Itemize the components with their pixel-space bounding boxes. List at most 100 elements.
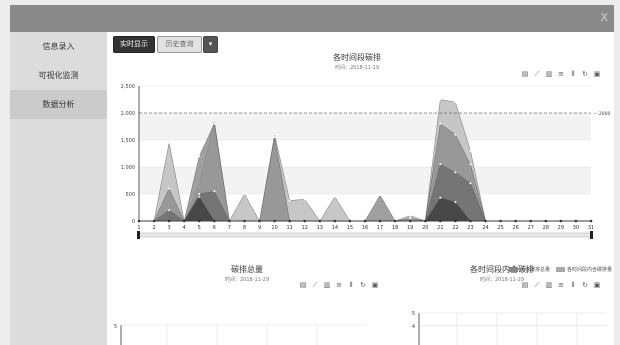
y-tick-label: 2,000 [121, 111, 135, 117]
save-image-icon[interactable]: ▣ [371, 281, 379, 289]
line-icon[interactable]: ⟋ [534, 70, 540, 78]
zoom-slider-handle-right[interactable] [590, 231, 593, 239]
sidebar-item-label: 信息录入 [42, 42, 75, 51]
x-tick-label: 31 [588, 225, 594, 231]
baseline-point [258, 219, 261, 223]
x-tick-label: 23 [467, 225, 473, 231]
stack-icon[interactable]: ≡ [336, 281, 342, 289]
close-icon[interactable]: X [600, 11, 608, 24]
restore-icon[interactable]: ↻ [582, 281, 588, 289]
x-tick-label: 27 [528, 225, 534, 231]
baseline-point [182, 219, 186, 223]
baseline-point [228, 219, 231, 223]
embedded-bar-chart: 45 [412, 311, 607, 345]
sidebar-item-label: 可视化监测 [38, 71, 79, 80]
restore-icon[interactable]: ↻ [360, 281, 366, 289]
data-point [454, 201, 457, 204]
data-point [168, 187, 171, 190]
window-titlebar: X [10, 5, 614, 32]
x-tick-label: 5 [198, 225, 201, 231]
data-view-icon[interactable]: ▤ [299, 281, 307, 289]
stack-icon[interactable]: ≡ [558, 70, 564, 78]
baseline-point [363, 219, 367, 223]
baseline-point [469, 219, 472, 223]
baseline-point [288, 219, 291, 223]
legend-item[interactable]: 各时间段内含碳排量 [555, 266, 612, 273]
sidebar-item-label: 数据分析 [42, 100, 75, 109]
y-tick-label: 500 [125, 192, 135, 198]
line-icon[interactable]: ⟋ [534, 281, 540, 289]
dropdown-button[interactable]: ▾ [203, 36, 218, 53]
baseline-point [378, 219, 382, 223]
y-tick-label: 1,500 [121, 138, 135, 144]
sidebar-item-info-entry[interactable]: 信息录入 [10, 32, 107, 61]
zoom-slider-track [138, 232, 592, 238]
x-tick-label: 26 [512, 225, 518, 231]
bar-icon[interactable]: ▥ [323, 281, 331, 289]
x-tick-label: 16 [362, 225, 368, 231]
stack-icon[interactable]: ≡ [558, 281, 564, 289]
x-tick-label: 21 [437, 225, 443, 231]
total-chart-subtitle: 时间：2018-11-29 [224, 277, 270, 283]
tiled-icon[interactable]: ⦀ [349, 281, 353, 289]
data-point [409, 217, 412, 220]
y-tick-label: 5 [412, 311, 415, 317]
sidebar-item-visual-monitor[interactable]: 可视化监测 [10, 61, 107, 90]
data-point [168, 141, 171, 144]
baseline-point [499, 219, 502, 223]
line-icon[interactable]: ⟋ [312, 281, 318, 289]
data-view-icon[interactable]: ▤ [521, 281, 529, 289]
save-image-icon[interactable]: ▣ [593, 70, 601, 78]
baseline-point [318, 219, 322, 223]
x-tick-label: 10 [271, 225, 277, 231]
baseline-point [529, 219, 533, 223]
baseline-point [574, 219, 578, 223]
baseline-point [454, 219, 457, 223]
bar-icon[interactable]: ▥ [545, 281, 553, 289]
save-image-icon[interactable]: ▣ [593, 281, 601, 289]
baseline-point [243, 219, 246, 223]
data-point [439, 98, 442, 101]
x-tick-label: 20 [422, 225, 428, 231]
x-tick-label: 7 [228, 225, 231, 231]
zoom-slider-handle-left[interactable] [137, 231, 140, 239]
legend-item[interactable]: 内含碳排总量 [508, 266, 550, 273]
y-tick-label: 2,500 [121, 84, 135, 90]
legend-label: 内含碳排总量 [519, 267, 550, 273]
x-tick-label: 2 [152, 225, 155, 231]
baseline-point [423, 219, 427, 223]
baseline-point [439, 219, 442, 223]
history-button[interactable]: 历史查询 [157, 36, 202, 53]
realtime-button[interactable]: 实时显示 [113, 36, 155, 53]
baseline-point [514, 219, 517, 223]
bar-icon[interactable]: ▥ [545, 70, 553, 78]
embedded-chart-subtitle: 时间：2018-11-29 [479, 277, 525, 283]
baseline-point [273, 219, 276, 223]
x-tick-label: 17 [377, 225, 383, 231]
data-view-icon[interactable]: ▤ [521, 70, 529, 78]
total-chart-title: 碳排总量 [231, 265, 263, 274]
baseline-point [589, 219, 593, 223]
sidebar-item-data-analysis[interactable]: 数据分析 [10, 90, 107, 119]
x-tick-label: 3 [168, 225, 171, 231]
data-point [213, 120, 216, 123]
baseline-point [559, 219, 563, 223]
main-chart-subtitle: 时间：2018-11-29 [334, 65, 380, 71]
embedded-chart-toolbox: ▤ ⟋ ▥ ≡ ⦀ ↻ ▣ [521, 281, 601, 290]
y-tick-label: 0 [132, 219, 135, 225]
tiled-icon[interactable]: ⦀ [571, 70, 575, 78]
sidebar: 信息录入 可视化监测 数据分析 [10, 32, 107, 345]
embedded-chart-legend: 内含碳排总量 各时间段内含碳排量 [508, 266, 612, 273]
x-tick-label: 28 [543, 225, 549, 231]
data-point [198, 195, 201, 198]
restore-icon[interactable]: ↻ [582, 70, 588, 78]
data-point [469, 149, 472, 152]
x-tick-label: 1 [137, 225, 140, 231]
data-point [198, 155, 201, 158]
total-chart-frame: 5 [114, 324, 367, 345]
data-point [454, 133, 457, 136]
x-tick-label: 30 [573, 225, 579, 231]
baseline-point [333, 219, 337, 223]
tiled-icon[interactable]: ⦀ [571, 281, 575, 289]
